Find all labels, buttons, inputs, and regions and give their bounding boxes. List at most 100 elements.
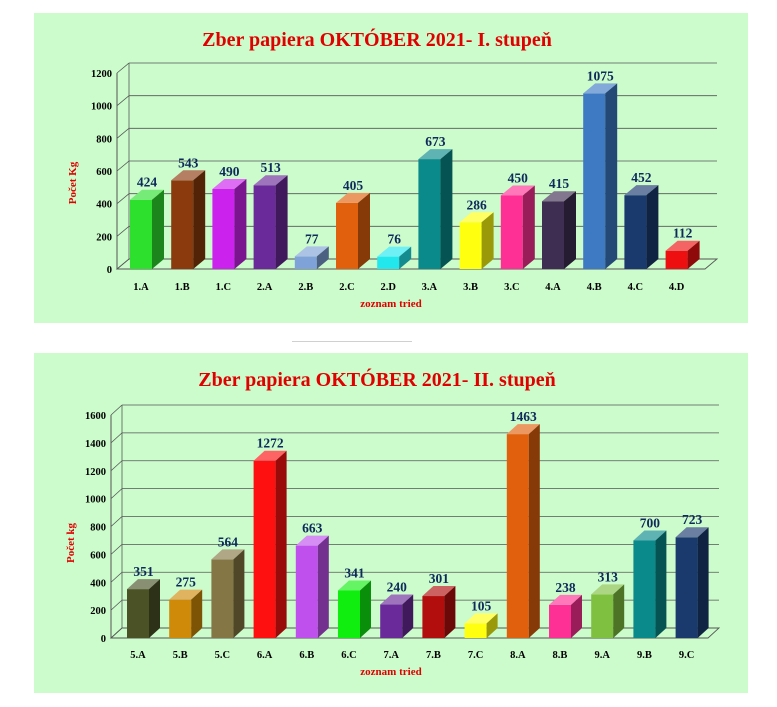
chart-floor	[109, 627, 721, 639]
data-label: 112	[673, 226, 693, 241]
bar-top	[127, 579, 160, 590]
y-tick-label: 1200	[85, 467, 106, 478]
x-tick-label: 8.B	[553, 650, 568, 661]
bar	[253, 450, 287, 638]
x-tick-label: 9.A	[594, 650, 610, 661]
bar	[506, 424, 540, 638]
x-tick-label: 1.B	[175, 282, 190, 293]
data-label: 313	[598, 569, 619, 584]
data-label: 1463	[510, 409, 537, 424]
x-tick-label: 2.B	[298, 282, 313, 293]
bar-side	[360, 580, 371, 638]
bar	[253, 175, 288, 269]
bar-top	[295, 535, 329, 546]
bar-side	[275, 450, 287, 638]
bar-top	[624, 185, 659, 196]
y-tick-label: 800	[96, 134, 112, 145]
x-axis-title: zoznam tried	[360, 298, 421, 310]
bar-side	[399, 246, 412, 269]
data-label: 415	[549, 176, 570, 191]
bar-front	[211, 559, 234, 638]
bar-side	[402, 594, 414, 638]
x-tick-label: 3.A	[422, 282, 438, 293]
bar-top	[506, 424, 540, 435]
data-label: 240	[387, 580, 408, 595]
bar	[127, 579, 160, 638]
data-label: 76	[387, 232, 401, 247]
bar	[665, 240, 700, 269]
divider-line	[292, 341, 412, 342]
bar-side	[275, 175, 288, 269]
gridline-side	[116, 193, 130, 204]
bar-top	[464, 613, 498, 624]
gridline-side	[116, 62, 130, 74]
data-label: 286	[466, 197, 487, 212]
x-tick-label: 5.C	[215, 650, 230, 661]
y-tick-label: 1000	[85, 495, 106, 506]
bar-side	[522, 185, 535, 269]
x-tick-label: 4.C	[628, 282, 643, 293]
y-tick-label: 800	[90, 523, 106, 534]
bar	[212, 178, 247, 269]
data-label: 77	[305, 231, 319, 246]
gridline-side	[110, 599, 123, 611]
data-label: 543	[178, 155, 199, 170]
bar-front	[591, 594, 614, 638]
bar-side	[193, 170, 206, 269]
bar-top	[549, 594, 582, 605]
bar-top	[459, 212, 494, 223]
y-tick-label: 600	[96, 167, 112, 178]
gridline-side	[110, 544, 123, 555]
data-label: 341	[344, 565, 365, 580]
bar-top	[171, 170, 206, 181]
bar-front	[633, 540, 656, 638]
data-label: 301	[429, 571, 450, 586]
bar-side	[317, 535, 329, 638]
gridline-side	[110, 488, 123, 499]
bar	[464, 613, 498, 638]
bar-front	[338, 590, 360, 638]
y-tick-label: 400	[90, 578, 106, 589]
bar-top	[338, 580, 371, 591]
data-label: 351	[133, 564, 154, 579]
bar-front	[506, 434, 529, 638]
bar-top	[665, 240, 700, 251]
x-tick-label: 7.C	[468, 650, 483, 661]
bar-side	[358, 192, 370, 269]
x-axis-title: zoznam tried	[360, 666, 421, 678]
bar-top	[542, 191, 576, 202]
data-label: 490	[219, 164, 240, 179]
bar-top	[294, 246, 329, 257]
bar	[500, 185, 535, 269]
bar-side	[646, 185, 659, 269]
x-tick-label: 6.B	[299, 650, 314, 661]
bar-front	[294, 256, 317, 269]
bar-top	[500, 185, 535, 196]
bar-top	[211, 549, 245, 560]
gridline-side	[116, 95, 130, 106]
bar-side	[149, 579, 160, 638]
y-tick-label: 600	[90, 550, 106, 561]
bar-side	[528, 424, 540, 638]
x-tick-label: 3.C	[504, 282, 519, 293]
x-tick-label: 6.A	[257, 650, 273, 661]
bar	[633, 530, 667, 638]
bar-front	[130, 199, 152, 269]
bar-front	[171, 180, 194, 269]
bar-front	[253, 460, 276, 638]
bar-side	[444, 586, 456, 638]
chart-panel-1: Zber papiera OKTÓBER 2021- I. stupeň zoz…	[34, 13, 748, 323]
data-label: 723	[682, 512, 703, 527]
bar-front	[459, 222, 482, 269]
x-tick-label: 1.C	[216, 282, 231, 293]
bar-side	[697, 527, 709, 638]
bar-side	[655, 530, 667, 638]
bar	[422, 586, 456, 638]
bar	[169, 589, 203, 638]
x-tick-label: 4.A	[545, 282, 561, 293]
bar	[624, 185, 659, 269]
bar-side	[613, 584, 625, 638]
bar-top	[380, 594, 414, 605]
bar-front	[500, 195, 523, 269]
y-tick-label: 1400	[85, 439, 106, 450]
